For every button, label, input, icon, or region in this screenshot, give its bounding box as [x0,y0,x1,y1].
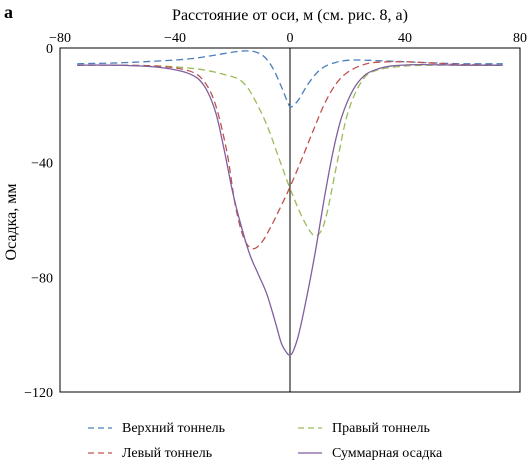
legend-label: Суммарная осадка [332,446,443,461]
series-line-2 [77,64,503,237]
x-tick-label: 0 [287,31,294,46]
x-tick-labels: −80 −40 0 40 80 [49,31,527,46]
y-axis-label: Осадка, мм [3,184,20,261]
legend-label: Верхний тоннель [122,421,225,436]
series-line-3 [77,61,503,250]
y-tick-label: −80 [31,271,53,286]
y-tick-label: −40 [31,157,53,172]
series-layer [77,50,503,356]
panel-label: а [4,2,13,22]
y-tick-label: 0 [46,42,53,57]
y-tick-labels: 0 −40 −80 −120 [24,42,53,401]
x-tick-label: −80 [49,31,71,46]
series-line-4 [77,63,503,356]
x-tick-label: −40 [164,31,186,46]
x-tick-label: 40 [398,31,412,46]
y-tick-label: −120 [24,386,53,401]
legend-label: Левый тоннель [122,446,212,461]
x-tick-label: 80 [513,31,527,46]
legend-label: Правый тоннель [332,421,430,436]
legend: Верхний тоннель Правый тоннель Левый тонне… [88,421,443,461]
chart-title: Расстояние от оси, м (см. рис. 8, а) [172,7,408,24]
series-line-1 [77,50,503,108]
